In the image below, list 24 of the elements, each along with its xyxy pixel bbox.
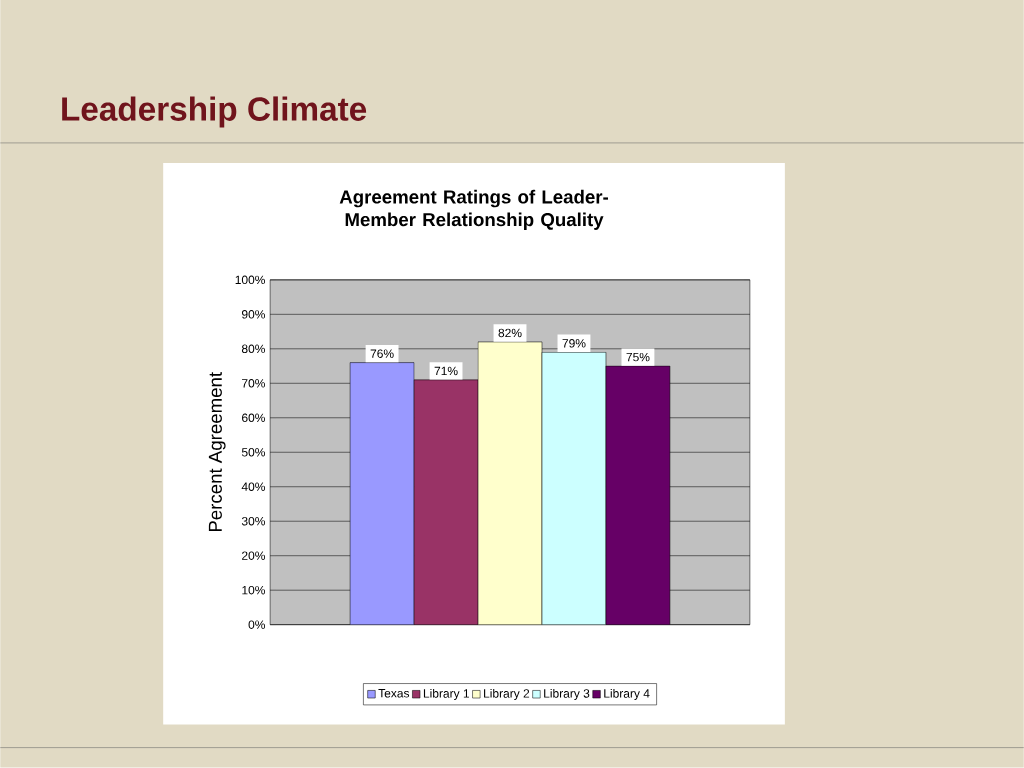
- legend-label: Library 3: [544, 689, 590, 701]
- y-tick-label: 50%: [241, 448, 265, 457]
- y-tick-label: 100%: [235, 275, 265, 285]
- data-label: 79%: [562, 339, 586, 348]
- y-tick-label: 30%: [241, 517, 265, 526]
- legend-label: Texas: [378, 689, 410, 698]
- chart-title: Leadership Climate: [62, 96, 367, 128]
- data-label: 82%: [498, 328, 522, 338]
- legend-label: Library 2: [484, 689, 530, 701]
- data-label: 76%: [370, 349, 394, 359]
- y-axis-title: Percent Agreement: [208, 372, 226, 532]
- data-label: 71%: [434, 366, 458, 376]
- y-tick-label: 70%: [242, 379, 265, 388]
- y-tick-label: 90%: [241, 310, 265, 319]
- y-tick-label: 10%: [242, 586, 265, 595]
- legend-label: Library 4: [604, 689, 650, 701]
- y-tick-label: 80%: [241, 344, 265, 354]
- y-tick-label: 0%: [248, 620, 265, 630]
- data-label: 75%: [626, 353, 650, 362]
- chart-subtitle: Agreement Ratings of Leader-Member Relationship Quality: [339, 190, 609, 231]
- y-tick-label: 40%: [241, 482, 265, 492]
- y-tick-label: 20%: [242, 551, 265, 561]
- legend-label: Library 1: [423, 689, 470, 701]
- y-tick-label: 60%: [242, 413, 265, 423]
